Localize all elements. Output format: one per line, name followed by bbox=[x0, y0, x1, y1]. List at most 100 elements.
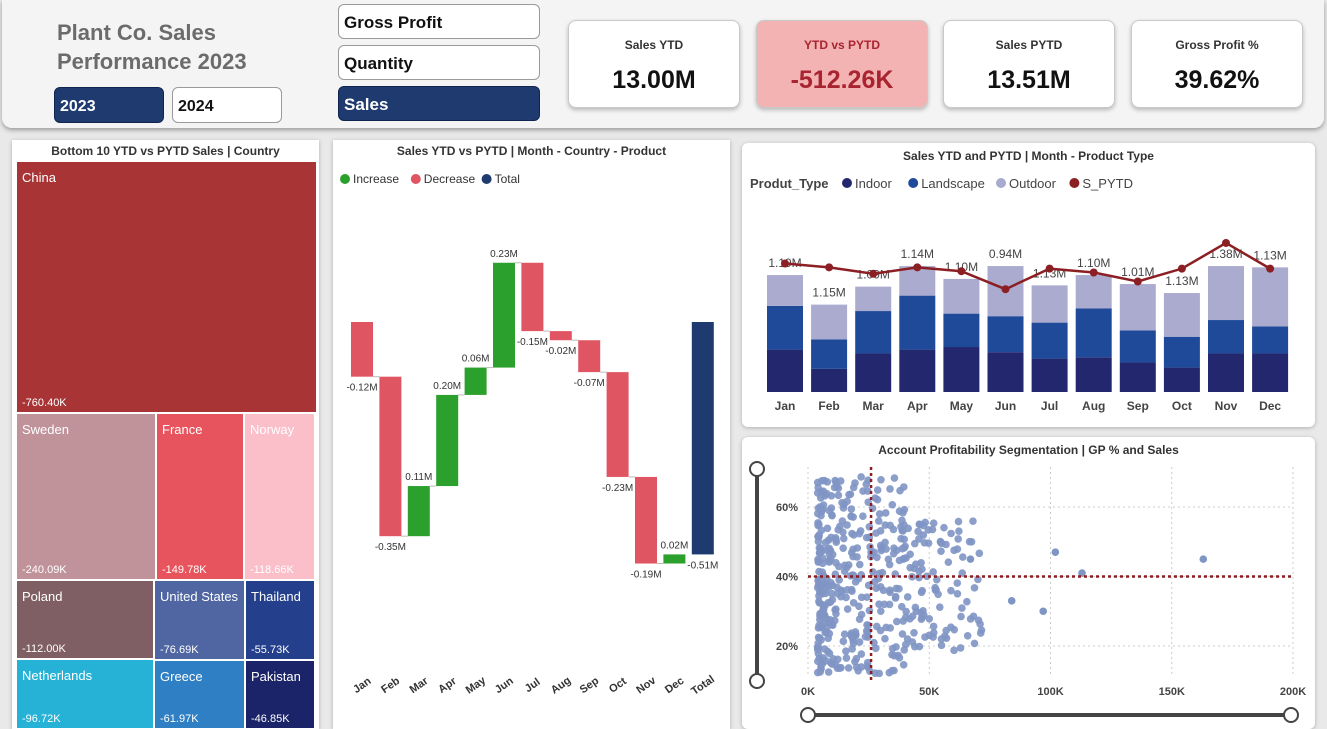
treemap-tile-greece[interactable]: Greece -61.97K bbox=[154, 660, 245, 729]
treemap-tile-thailand[interactable]: Thailand -55.73K bbox=[245, 580, 315, 660]
scatter-point bbox=[870, 578, 879, 586]
scatter-point bbox=[914, 527, 922, 536]
kpi-value: -512.26K bbox=[790, 66, 894, 94]
year-2024-button[interactable]: 2024 bbox=[172, 87, 282, 123]
metric-gross-profit-button[interactable]: Gross Profit bbox=[338, 4, 540, 39]
combo-bar-indoor-jul bbox=[1031, 358, 1068, 392]
legend-label-decrease: Decrease bbox=[424, 172, 476, 186]
scatter-point bbox=[912, 607, 921, 616]
scatter-point bbox=[814, 657, 822, 666]
combo-chart: Produt_Type Indoor Landscape Outdoor S_PYTD 1… bbox=[750, 176, 1289, 413]
scatter-point bbox=[864, 476, 872, 485]
waterfall-data-label: -0.02M bbox=[545, 346, 576, 357]
combo-bar-outdoor-jan bbox=[767, 275, 803, 306]
scatter-xtick: 0K bbox=[801, 686, 815, 698]
scatter-point bbox=[852, 654, 861, 663]
scatter-point bbox=[923, 572, 931, 581]
scatter-point bbox=[910, 539, 919, 548]
waterfall-bar-nov bbox=[635, 476, 657, 564]
metric-sales-button[interactable]: Sales bbox=[338, 86, 540, 121]
treemap-tile-name: Thailand bbox=[251, 589, 301, 604]
treemap-tile-value: -61.97K bbox=[160, 713, 199, 725]
scatter-xtick: 100K bbox=[1037, 686, 1063, 698]
scatter-point bbox=[836, 477, 845, 485]
scatter-point bbox=[942, 626, 950, 635]
waterfall-tick-dec: Dec bbox=[663, 675, 686, 696]
scatter-point bbox=[933, 575, 941, 584]
combo-pytd-point bbox=[869, 269, 878, 278]
scatter-point bbox=[814, 577, 823, 586]
scatter-point bbox=[834, 526, 842, 534]
combo-total-label: 1.10M bbox=[1077, 256, 1110, 270]
y-range-slider-handle-bottom[interactable] bbox=[749, 673, 765, 689]
scatter-point bbox=[954, 535, 962, 543]
scatter-point bbox=[835, 562, 843, 571]
scatter-point bbox=[864, 487, 872, 495]
kpi-sales-ytd-card: Sales YTD 13.00M bbox=[568, 20, 740, 108]
scatter-point bbox=[888, 644, 897, 653]
combo-total-label: 1.38M bbox=[1209, 247, 1242, 261]
scatter-point bbox=[874, 517, 883, 525]
waterfall-tick-mar: Mar bbox=[408, 675, 431, 696]
scatter-point bbox=[928, 525, 937, 534]
combo-pytd-point bbox=[1001, 285, 1010, 294]
scatter-point bbox=[839, 637, 848, 646]
combo-bar-indoor-sep bbox=[1119, 362, 1156, 392]
metric-quantity-button[interactable]: Quantity bbox=[338, 45, 540, 80]
kpi-sales-pytd-card: Sales PYTD 13.51M bbox=[943, 20, 1115, 108]
scatter-point bbox=[888, 650, 896, 659]
waterfall-bar-total bbox=[691, 322, 714, 555]
x-range-slider-handle-left[interactable] bbox=[800, 707, 816, 723]
treemap-tile-china[interactable]: China -760.40K bbox=[16, 161, 317, 413]
scatter-point bbox=[886, 485, 894, 493]
scatter-point bbox=[847, 512, 855, 521]
treemap-tile-poland[interactable]: Poland -112.00K bbox=[16, 580, 154, 659]
scatter-point bbox=[824, 598, 833, 607]
scatter-point bbox=[1199, 555, 1208, 563]
treemap-tile-value: -149.78K bbox=[162, 564, 207, 576]
scatter-point bbox=[872, 584, 881, 593]
y-range-slider-handle-top[interactable] bbox=[749, 461, 765, 477]
scatter-point bbox=[870, 638, 878, 647]
scatter-point bbox=[840, 567, 849, 576]
kpi-label: Sales PYTD bbox=[995, 38, 1063, 52]
scatter-point bbox=[902, 607, 910, 616]
waterfall-bar-may bbox=[464, 367, 487, 395]
waterfall-data-label: -0.07M bbox=[574, 378, 605, 389]
scatter-point bbox=[936, 537, 945, 546]
combo-pytd-point bbox=[1045, 264, 1054, 273]
treemap-tile-france[interactable]: France -149.78K bbox=[156, 413, 244, 580]
waterfall-data-label: 0.06M bbox=[462, 354, 490, 365]
treemap-tile-name: Sweden bbox=[22, 422, 69, 437]
treemap-tile-united-states[interactable]: United States -76.69K bbox=[154, 580, 245, 660]
scatter-point bbox=[944, 558, 953, 567]
scatter-point bbox=[947, 586, 955, 595]
scatter-point bbox=[833, 655, 842, 664]
treemap-tile-netherlands[interactable]: Netherlands -96.72K bbox=[16, 659, 154, 729]
scatter-point bbox=[881, 509, 890, 517]
waterfall-tick-jan: Jan bbox=[351, 675, 374, 696]
scatter-point bbox=[840, 630, 849, 638]
scatter-point bbox=[875, 669, 884, 678]
combo-bar-indoor-feb bbox=[811, 368, 848, 392]
combo-tick-jun: Jun bbox=[995, 399, 1016, 413]
treemap-tile-norway[interactable]: Norway -118.66K bbox=[244, 413, 315, 580]
scatter-point bbox=[940, 523, 948, 532]
treemap-tile-pakistan[interactable]: Pakistan -46.85K bbox=[245, 660, 315, 729]
waterfall-tick-feb: Feb bbox=[379, 675, 402, 696]
waterfall-panel: Sales YTD vs PYTD | Month - Country - Pr… bbox=[333, 140, 730, 729]
scatter-point bbox=[902, 554, 910, 562]
scatter-point bbox=[871, 494, 879, 502]
scatter-point bbox=[889, 549, 898, 558]
scatter-point bbox=[843, 605, 852, 613]
year-2023-button[interactable]: 2023 bbox=[54, 87, 164, 123]
combo-legend-label-indoor: Indoor bbox=[855, 176, 893, 191]
combo-tick-may: May bbox=[950, 399, 974, 413]
x-range-slider-handle-right[interactable] bbox=[1283, 707, 1299, 723]
scatter-point bbox=[857, 473, 865, 481]
scatter-point bbox=[920, 538, 929, 547]
scatter-point bbox=[903, 593, 912, 601]
treemap-tile-sweden[interactable]: Sweden -240.09K bbox=[16, 413, 156, 580]
title-line-2: Performance 2023 bbox=[57, 49, 247, 74]
scatter-point bbox=[929, 519, 938, 527]
